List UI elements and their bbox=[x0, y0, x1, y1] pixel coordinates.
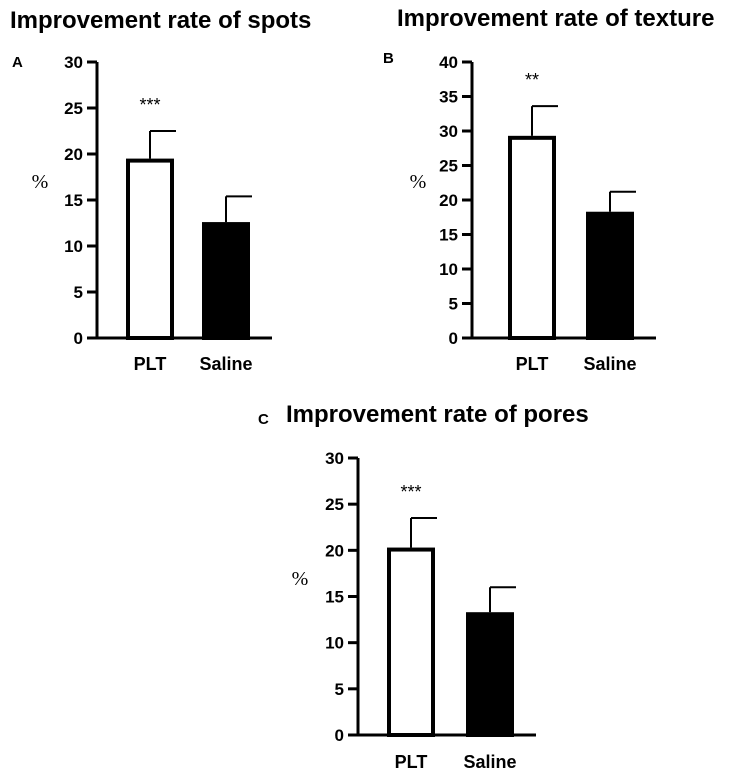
panel-c-ytick-label: 5 bbox=[335, 680, 344, 699]
panel-b-ytick-label: 15 bbox=[439, 226, 458, 245]
panel-b-ytick-label: 10 bbox=[439, 260, 458, 279]
panel-a-bar-plt bbox=[126, 158, 174, 340]
panel-a-ylabel: % bbox=[32, 171, 49, 193]
panel-a-ytick-label: 20 bbox=[64, 145, 83, 164]
panel-c-letter: C bbox=[258, 411, 269, 428]
panel-a-ytick-label: 0 bbox=[74, 329, 83, 348]
panel-c-category-label: PLT bbox=[395, 752, 428, 772]
panel-b-significance: ** bbox=[525, 70, 539, 90]
panel-c-bar-saline bbox=[466, 612, 514, 737]
panel-b-letter: B bbox=[383, 50, 394, 67]
panel-c-ytick-label: 15 bbox=[325, 588, 344, 607]
panel-a-bar-saline bbox=[202, 222, 250, 340]
panel-c-significance: *** bbox=[400, 482, 421, 502]
panel-a-significance: *** bbox=[139, 95, 160, 115]
panel-c-ytick-label: 20 bbox=[325, 541, 344, 560]
panel-b-ytick-label: 30 bbox=[439, 122, 458, 141]
panel-b-ytick-label: 35 bbox=[439, 88, 458, 107]
panel-c-ytick-label: 25 bbox=[325, 495, 344, 514]
panel-a-ytick-label: 30 bbox=[64, 53, 83, 72]
panel-c-title: Improvement rate of pores bbox=[286, 401, 589, 428]
panel-a-letter: A bbox=[12, 54, 23, 71]
panel-a-ytick-label: 10 bbox=[64, 237, 83, 256]
panel-c-ytick-label: 30 bbox=[325, 449, 344, 468]
panel-c-ytick-label: 10 bbox=[325, 634, 344, 653]
panel-b-ytick-label: 40 bbox=[439, 53, 458, 72]
panel-b-bar-plt bbox=[508, 135, 556, 340]
panel-b: Improvement rate of texture B% 0 5 10 15 20 25 3… bbox=[383, 5, 714, 374]
panel-a-title: Improvement rate of spots bbox=[10, 7, 311, 34]
panel-a: Improvement rate of spots A% 0 5 10 15 20 25 30 P… bbox=[10, 7, 311, 374]
panel-a-ytick-label: 5 bbox=[74, 283, 83, 302]
panel-b-bar-saline bbox=[586, 211, 634, 340]
panel-b-ylabel: % bbox=[410, 171, 427, 193]
panel-c-category-label: Saline bbox=[463, 752, 516, 772]
panel-b-title: Improvement rate of texture bbox=[397, 5, 714, 32]
panel-c-ylabel: % bbox=[292, 568, 309, 590]
panel-a-category-label: Saline bbox=[199, 354, 252, 374]
panel-b-category-label: Saline bbox=[583, 354, 636, 374]
panel-b-ytick-label: 20 bbox=[439, 191, 458, 210]
panel-c-bar-plt bbox=[387, 547, 435, 738]
panel-a-ytick-label: 15 bbox=[64, 191, 83, 210]
panel-b-ytick-label: 0 bbox=[449, 329, 458, 348]
panel-c-ytick-label: 0 bbox=[335, 726, 344, 745]
panel-b-ytick-label: 25 bbox=[439, 157, 458, 176]
panel-b-category-label: PLT bbox=[516, 354, 549, 374]
panel-a-category-label: PLT bbox=[134, 354, 167, 374]
panel-c: Improvement rate of pores C% 0 5 10 15 20 25 30 P… bbox=[258, 401, 589, 772]
panel-b-ytick-label: 5 bbox=[449, 295, 458, 314]
panel-a-ytick-label: 25 bbox=[64, 99, 83, 118]
